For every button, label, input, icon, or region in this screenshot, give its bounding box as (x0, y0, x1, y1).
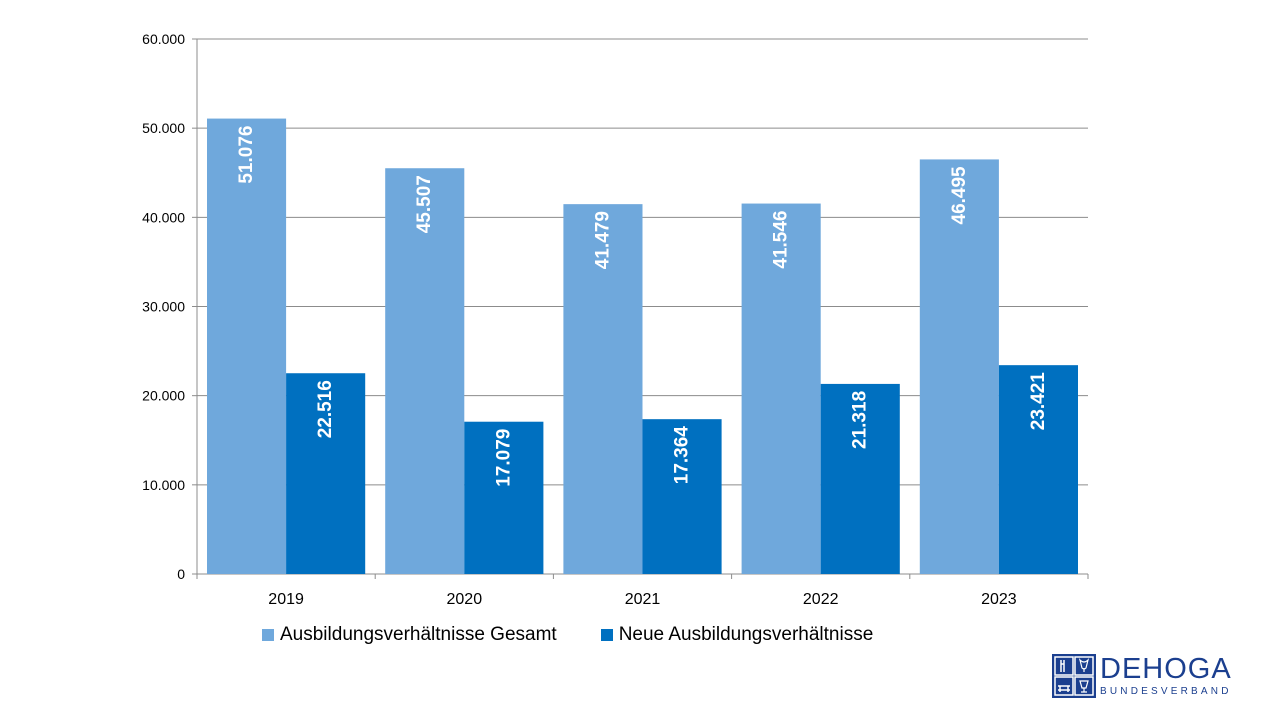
x-tick-label-2023: 2023 (981, 591, 1017, 608)
legend-label-neue: Neue Ausbildungsverhältnisse (618, 624, 874, 645)
y-tick-label-3: 30.000 (142, 299, 185, 315)
data-label-gesamt-2021: 41.479 (592, 211, 613, 269)
bar-neue-2021 (642, 419, 722, 574)
bar-neue-2020 (464, 421, 544, 574)
chart-legend: Ausbildungsverhältnisse Gesamt Neue Ausb… (262, 624, 917, 646)
data-label-gesamt-2020: 45.507 (414, 175, 435, 233)
legend-swatch-neue (600, 629, 613, 641)
data-label-neue-2019: 22.516 (315, 380, 336, 438)
bar-gesamt-2020 (385, 168, 465, 574)
y-tick-label-1: 10.000 (142, 477, 185, 493)
legend-item-neue: Neue Ausbildungsverhältnisse (600, 624, 874, 646)
y-tick-label-6: 60.000 (142, 31, 185, 47)
legend-swatch-gesamt (262, 629, 274, 641)
y-tick-label-2: 20.000 (142, 388, 185, 404)
bar-neue-2023 (998, 365, 1078, 574)
data-label-neue-2021: 17.364 (672, 426, 693, 485)
logo-subtitle: BUNDESVERBAND (1100, 686, 1232, 697)
bar-neue-2019 (286, 373, 366, 574)
logo-title: DEHOGA (1100, 653, 1232, 685)
data-label-neue-2022: 21.318 (850, 391, 871, 449)
x-tick-label-2022: 2022 (803, 591, 839, 608)
y-tick-label-0: 0 (177, 566, 185, 582)
data-label-neue-2020: 17.079 (493, 429, 514, 487)
data-label-gesamt-2023: 46.495 (949, 166, 970, 225)
legend-label-gesamt: Ausbildungsverhältnisse Gesamt (280, 624, 557, 645)
data-label-neue-2023: 23.421 (1028, 372, 1049, 431)
y-tick-label-4: 40.000 (142, 209, 185, 225)
x-tick-label-2021: 2021 (625, 591, 661, 608)
bar-gesamt-2021 (563, 204, 643, 575)
x-tick-label-2020: 2020 (447, 591, 483, 608)
bar-gesamt-2019 (207, 118, 287, 575)
dehoga-logo: DEHOGA BUNDESVERBAND (1052, 654, 1232, 698)
bar-neue-2022 (820, 383, 900, 574)
y-tick-label-5: 50.000 (142, 120, 185, 136)
dehoga-emblem-icon (1052, 654, 1096, 698)
x-tick-label-2019: 2019 (268, 591, 304, 608)
legend-item-gesamt: Ausbildungsverhältnisse Gesamt (262, 624, 557, 646)
bar-gesamt-2022 (741, 203, 821, 575)
bar-gesamt-2023 (919, 159, 999, 574)
data-label-gesamt-2019: 51.076 (236, 126, 257, 184)
data-label-gesamt-2022: 41.546 (771, 210, 792, 268)
